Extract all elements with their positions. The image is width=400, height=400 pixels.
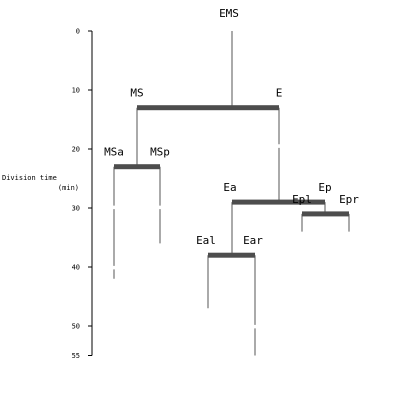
label-ms: MS (130, 87, 143, 100)
division-bar-ms (114, 164, 160, 170)
tick-label: 40 (72, 264, 80, 272)
cell-stems (113, 31, 350, 356)
division-bar-e (232, 199, 325, 205)
tick-label: 0 (76, 28, 80, 36)
label-epr: Epr (339, 193, 359, 206)
tick-label: 20 (72, 146, 80, 154)
tick-label: 30 (72, 205, 80, 213)
tick-label: 50 (72, 323, 80, 331)
division-bar-ep (302, 211, 349, 217)
label-msa: MSa (104, 146, 124, 159)
time-axis-ticks: 0 10 20 30 40 50 55 (72, 28, 92, 360)
label-ear: Ear (243, 234, 263, 247)
cell-labels: EMS MS E MSa MSp Ea Ep Epl Epr Eal Ear (104, 7, 359, 247)
label-ep: Ep (318, 181, 331, 194)
label-epl: Epl (292, 193, 312, 206)
division-bar-ems (137, 105, 279, 111)
label-ems: EMS (219, 7, 239, 20)
division-bar-ea (208, 252, 255, 258)
tick-label: 55 (72, 352, 80, 360)
division-bars (114, 105, 349, 258)
axis-title-line2: (min) (58, 184, 79, 192)
tick-label: 10 (72, 87, 80, 95)
label-ea: Ea (223, 181, 236, 194)
time-axis: 0 10 20 30 40 50 55 Division time (min) (2, 28, 93, 360)
label-msp: MSp (150, 146, 170, 159)
label-eal: Eal (196, 234, 216, 247)
label-e: E (276, 87, 283, 100)
axis-title-line1: Division time (2, 174, 57, 182)
